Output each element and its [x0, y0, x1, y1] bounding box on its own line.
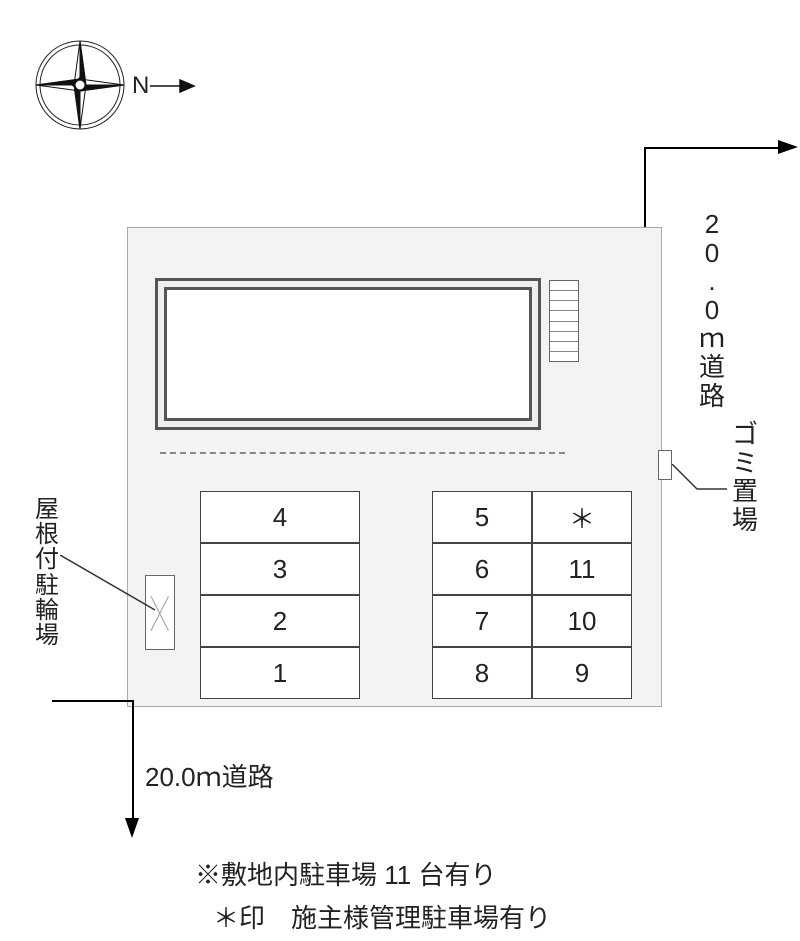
bike-parking-label: 屋根付駐輪場: [32, 497, 62, 648]
building-outline: [155, 278, 541, 430]
road-bottom-tick: [52, 700, 132, 702]
dashed-guide: [160, 452, 565, 454]
road-right-arrowhead: [778, 140, 798, 154]
garbage-label: ゴミ置場: [732, 420, 758, 534]
parking-space: ＊: [532, 491, 632, 543]
note-line-2: ＊印 施主様管理駐車場有り: [213, 898, 551, 935]
note-line-1: ※敷地内駐車場 11 台有り: [195, 855, 496, 892]
road-bottom-label: 20.0ｍ道路: [145, 757, 274, 794]
mailboxes: [549, 280, 579, 362]
parking-space: 2: [200, 595, 360, 647]
road-right-label: 20.0ｍ道路: [699, 210, 725, 410]
garbage-box: [658, 450, 672, 480]
parking-space: 3: [200, 543, 360, 595]
road-right-tick: [644, 147, 646, 227]
parking-space: 9: [532, 647, 632, 699]
building-interior: [164, 287, 532, 421]
parking-space: 10: [532, 595, 632, 647]
road-bottom-line: [132, 700, 134, 830]
compass-rose: N: [30, 30, 170, 140]
parking-space: 1: [200, 647, 360, 699]
parking-space: 7: [432, 595, 532, 647]
compass-n-text: N: [132, 72, 149, 99]
road-right-line: [645, 147, 790, 149]
site-plan-diagram: N 20.0ｍ道路 4321 5＊61171089 屋根付駐輪場 ゴミ置場 20…: [0, 0, 800, 941]
parking-space: 11: [532, 543, 632, 595]
garbage-leader-line: [672, 464, 732, 494]
bike-leader-line: [60, 555, 160, 615]
parking-space: 5: [432, 491, 532, 543]
parking-space: 4: [200, 491, 360, 543]
road-bottom-arrowhead: [125, 818, 139, 838]
parking-space: 6: [432, 543, 532, 595]
parking-space: 8: [432, 647, 532, 699]
